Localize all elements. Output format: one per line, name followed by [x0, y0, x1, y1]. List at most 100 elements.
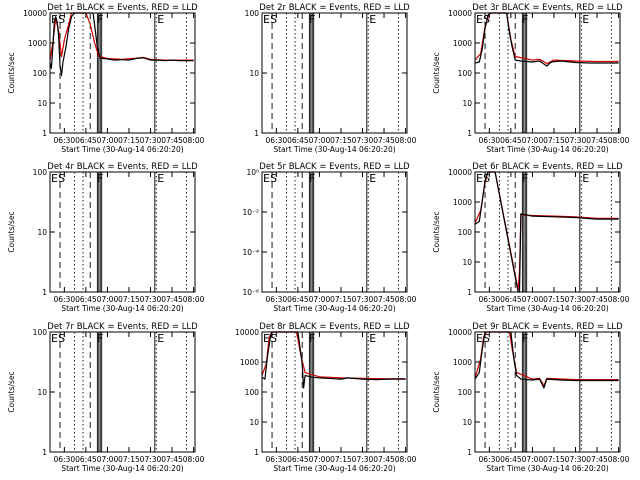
x-tick-label: 07:15 — [330, 455, 352, 464]
x-tick-label: 07:45 — [586, 136, 608, 145]
flag-label: F — [522, 172, 528, 185]
x-tick-label: 08:00 — [608, 295, 630, 304]
y-tick-label: 1000 — [453, 198, 472, 207]
x-tick-label: 08:00 — [395, 295, 417, 304]
x-axis-label: Start Time (30-Aug-14 06:20:20) — [486, 145, 608, 154]
x-tick-label: 07:15 — [118, 455, 140, 464]
y-tick-label: 1 — [467, 288, 472, 297]
x-tick-label: 07:45 — [161, 455, 183, 464]
x-tick-label: 07:15 — [543, 455, 565, 464]
y-tick-label: 10⁰ — [246, 168, 259, 177]
y-tick-label: 100 — [245, 9, 260, 18]
flag-label: F — [522, 332, 528, 345]
y-tick-label: 1 — [467, 448, 472, 457]
y-axis-label: Counts/sec — [432, 371, 441, 412]
x-axis-label: Start Time (30-Aug-14 06:20:20) — [273, 304, 395, 313]
flag-label: E — [263, 172, 270, 185]
events-series-line — [261, 331, 406, 389]
plot-frame — [261, 171, 408, 293]
y-tick-label: 10⁻⁴ — [242, 248, 259, 257]
x-tick-label: 07:15 — [543, 136, 565, 145]
flag-label: S — [58, 172, 65, 185]
y-tick-label: 1 — [42, 129, 47, 138]
flag-label: S — [270, 172, 277, 185]
y-tick-label: 10 — [249, 69, 259, 78]
y-tick-label: 10 — [37, 99, 47, 108]
panel-title: Det 1r BLACK = Events, RED = LLD — [47, 3, 198, 13]
y-tick-label: 100 — [33, 168, 48, 177]
y-tick-label: 1000 — [453, 358, 472, 367]
x-tick-label: 07:00 — [522, 295, 544, 304]
x-tick-label: 08:00 — [395, 136, 417, 145]
flag-label: F — [309, 13, 315, 26]
flag-label: F — [97, 13, 103, 26]
x-tick-label: 06:45 — [287, 295, 309, 304]
lld-series-line — [49, 12, 194, 61]
flag-label: S — [483, 332, 490, 345]
x-tick-label: 08:00 — [608, 455, 630, 464]
x-tick-label: 07:00 — [309, 455, 331, 464]
lld-series-line — [474, 331, 619, 387]
y-tick-label: 100 — [458, 228, 473, 237]
x-axis-label: Start Time (30-Aug-14 06:20:20) — [61, 145, 183, 154]
x-tick-label: 06:45 — [500, 455, 522, 464]
x-tick-label: 08:00 — [183, 136, 205, 145]
x-tick-label: 07:30 — [565, 136, 587, 145]
x-tick-label: 07:30 — [352, 295, 374, 304]
x-tick-label: 07:45 — [373, 455, 395, 464]
x-tick-label: 07:30 — [352, 455, 374, 464]
lld-series-line — [474, 12, 619, 65]
y-axis-label: Counts/sec — [432, 52, 441, 93]
flag-label: F — [97, 332, 103, 345]
flag-label: S — [58, 332, 65, 345]
plot-frame — [49, 331, 196, 453]
flag-label: F — [97, 172, 103, 185]
x-tick-label: 07:30 — [565, 455, 587, 464]
flag-label: E — [582, 332, 589, 345]
flag-label: E — [369, 332, 376, 345]
x-tick-label: 06:30 — [54, 136, 76, 145]
y-tick-label: 10⁻⁶ — [242, 288, 259, 297]
events-series-line — [474, 12, 619, 67]
plot-frame — [474, 12, 621, 134]
y-tick-label: 1000 — [28, 39, 47, 48]
x-axis-label: Start Time (30-Aug-14 06:20:20) — [486, 464, 608, 473]
y-tick-label: 10 — [37, 388, 47, 397]
plot-frame — [474, 171, 621, 293]
y-tick-label: 100 — [458, 388, 473, 397]
panel-title: Det 4r BLACK = Events, RED = LLD — [47, 162, 198, 172]
x-tick-label: 06:30 — [266, 455, 288, 464]
x-tick-label: 06:30 — [266, 295, 288, 304]
panel-title: Det 3r BLACK = Events, RED = LLD — [472, 3, 623, 13]
y-tick-label: 100 — [33, 69, 48, 78]
y-tick-label: 1 — [42, 288, 47, 297]
y-axis-label: Counts/sec — [7, 371, 16, 412]
x-tick-label: 06:45 — [75, 295, 97, 304]
x-tick-label: 07:15 — [118, 136, 140, 145]
x-tick-label: 07:45 — [373, 295, 395, 304]
y-tick-label: 10⁻² — [242, 208, 259, 217]
flag-label: F — [309, 172, 315, 185]
x-tick-label: 07:15 — [543, 295, 565, 304]
x-tick-label: 08:00 — [608, 136, 630, 145]
y-tick-label: 1000 — [240, 358, 259, 367]
y-tick-label: 1 — [254, 448, 259, 457]
panel-title: Det 2r BLACK = Events, RED = LLD — [259, 3, 410, 13]
flag-label: E — [51, 172, 58, 185]
flag-label: F — [522, 13, 528, 26]
x-tick-label: 07:15 — [118, 295, 140, 304]
flag-label: E — [157, 13, 164, 26]
y-axis-label: Counts/sec — [7, 52, 16, 93]
y-tick-label: 1 — [254, 129, 259, 138]
plot-frame — [49, 171, 196, 293]
x-tick-label: 07:00 — [97, 136, 119, 145]
lld-series-line — [261, 331, 406, 380]
y-tick-label: 10 — [462, 258, 472, 267]
flag-label: E — [51, 332, 58, 345]
